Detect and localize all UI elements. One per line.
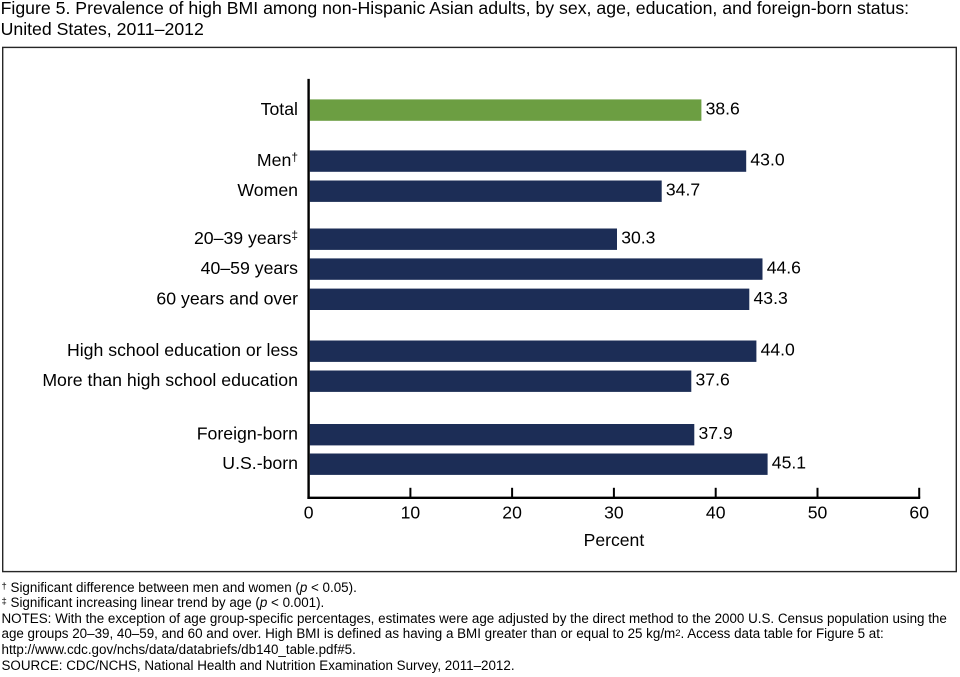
- svg-text:Men†: Men†: [257, 150, 298, 170]
- svg-text:0: 0: [304, 503, 314, 523]
- svg-text:40: 40: [706, 503, 726, 523]
- svg-text:U.S.-born: U.S.-born: [222, 453, 298, 473]
- svg-text:43.3: 43.3: [754, 288, 788, 308]
- svg-text:10: 10: [401, 503, 421, 523]
- svg-text:More than high school educatio: More than high school education: [42, 370, 298, 390]
- svg-text:44.0: 44.0: [761, 340, 795, 360]
- svg-text:High school education or less: High school education or less: [67, 340, 298, 360]
- svg-text:50: 50: [808, 503, 828, 523]
- svg-text:38.6: 38.6: [706, 99, 740, 119]
- svg-text:60 years and over: 60 years and over: [156, 288, 298, 308]
- svg-text:30: 30: [604, 503, 624, 523]
- svg-text:37.9: 37.9: [699, 423, 733, 443]
- svg-text:43.0: 43.0: [750, 150, 784, 170]
- svg-text:45.1: 45.1: [772, 453, 806, 473]
- svg-text:Percent: Percent: [584, 530, 645, 550]
- svg-text:Foreign-born: Foreign-born: [197, 424, 298, 444]
- svg-text:44.6: 44.6: [767, 258, 801, 278]
- svg-text:37.6: 37.6: [696, 370, 730, 390]
- svg-text:34.7: 34.7: [666, 180, 700, 200]
- svg-text:Total: Total: [261, 99, 298, 119]
- svg-text:40–59 years: 40–59 years: [201, 258, 299, 278]
- svg-text:20–39 years‡: 20–39 years‡: [194, 228, 298, 248]
- svg-text:30.3: 30.3: [621, 228, 655, 248]
- svg-text:Women: Women: [237, 180, 298, 200]
- svg-text:20: 20: [502, 503, 522, 523]
- svg-text:60: 60: [909, 503, 929, 523]
